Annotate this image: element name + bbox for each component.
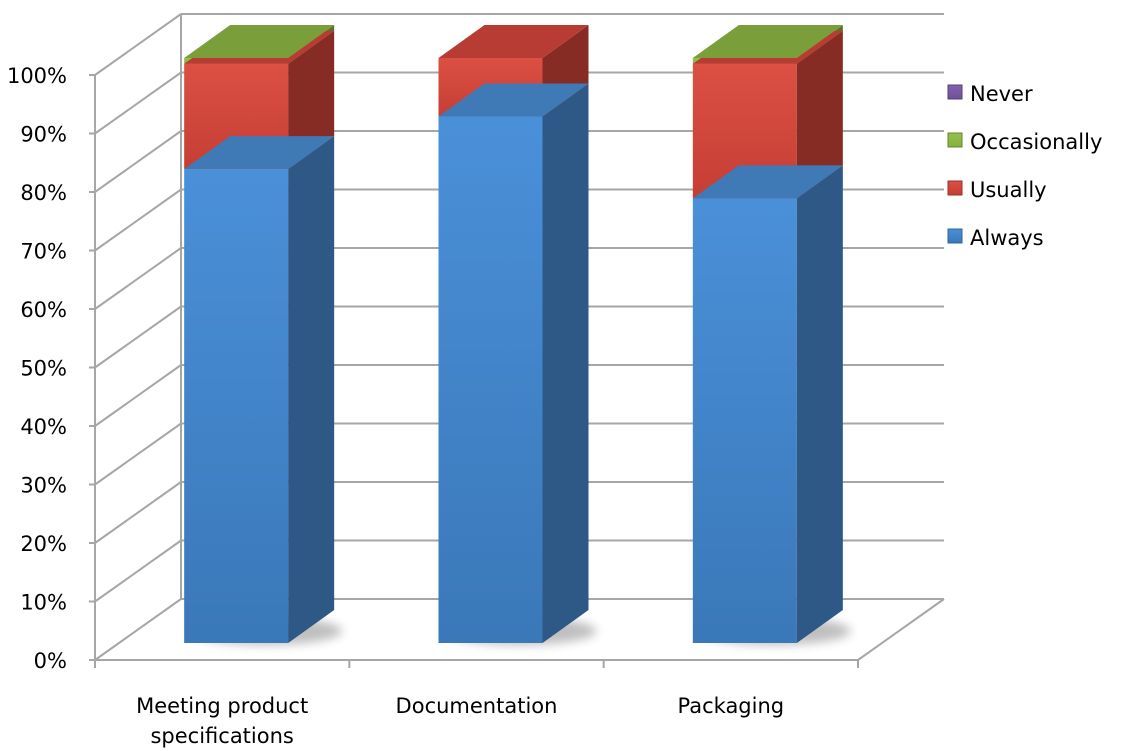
bar-top-occasionally-2 — [692, 25, 843, 58]
x-tick-label: specifications — [150, 724, 293, 748]
gridline-diagonal — [94, 130, 182, 193]
bar-top-occasionally-0 — [184, 25, 335, 58]
legend-swatch-always — [947, 228, 963, 244]
y-tick-label: 20% — [20, 532, 67, 556]
legend-swatch-never — [947, 84, 963, 100]
gridline-diagonal — [94, 247, 182, 310]
y-tick-label: 70% — [20, 240, 67, 264]
y-tick-label: 40% — [20, 415, 67, 439]
y-tick-label: 30% — [20, 474, 67, 498]
legend-swatch-occasionally — [947, 132, 963, 148]
x-tick-label: Meeting product — [136, 694, 308, 718]
bar-always-0 — [184, 169, 289, 643]
gridline-diagonal — [94, 422, 182, 486]
y-tick-label: 100% — [7, 64, 67, 88]
chart-bars — [184, 25, 851, 645]
gridline-diagonal — [94, 13, 182, 76]
floor-right-edge — [857, 598, 945, 661]
bar-always-1-side — [542, 83, 589, 643]
y-tick-label: 0% — [34, 649, 67, 673]
bar-usually-0-side — [288, 30, 335, 170]
gridline-diagonal — [94, 598, 182, 661]
y-tick-label: 80% — [20, 181, 67, 205]
bar-always-0-side — [288, 136, 335, 643]
x-tick-label: Documentation — [396, 694, 558, 718]
y-tick-label: 60% — [20, 298, 67, 322]
gridline-diagonal — [94, 305, 182, 369]
bar-always-2 — [692, 198, 797, 643]
y-tick-label: 10% — [20, 591, 67, 615]
y-tick-label: 50% — [20, 357, 67, 381]
bar-top-always-1 — [438, 83, 589, 117]
legend-label-occasionally: Occasionally — [970, 130, 1102, 154]
y-tick-label: 90% — [20, 123, 67, 147]
bar-top-always-0 — [184, 136, 335, 170]
gridline-diagonal — [94, 539, 182, 603]
gridline-diagonal — [94, 481, 182, 544]
legend-label-usually: Usually — [970, 178, 1047, 202]
bar-always-2-side — [796, 165, 843, 643]
gridline-diagonal — [94, 188, 182, 252]
legend-swatch-usually — [947, 180, 963, 196]
bar-group-2 — [692, 25, 851, 645]
chart-axes: 0% 10% 20% 30% 40% 50% 60% 70% 80% 90% 100% Meeting… — [7, 64, 859, 748]
bar-top-usually-1 — [438, 25, 589, 58]
legend-label-never: Never — [970, 82, 1033, 106]
bar-group-0 — [184, 25, 343, 645]
bar-always-1 — [438, 116, 543, 643]
x-tick-label: Packaging — [678, 694, 785, 718]
legend-label-always: Always — [970, 226, 1044, 250]
bar-group-1 — [438, 25, 597, 645]
gridline-diagonal — [94, 71, 182, 135]
bar-usually-2-side — [796, 30, 843, 199]
gridline-diagonal — [94, 364, 182, 427]
legend: Never Occasionally Usually Always — [947, 82, 1102, 250]
bar-top-always-2 — [692, 165, 843, 199]
